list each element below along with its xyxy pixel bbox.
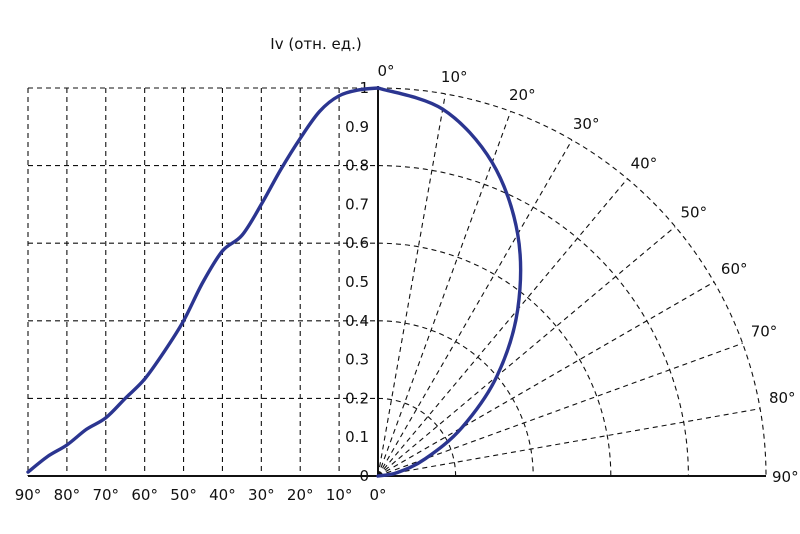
y-tick-label: 0.3 — [345, 351, 369, 369]
polar-angle-label: 90° — [772, 468, 799, 486]
cartesian-curve — [26, 86, 380, 474]
y-tick-label: 0.6 — [345, 234, 369, 252]
polar-grid — [377, 87, 767, 477]
x-tick-label: 0° — [369, 486, 386, 504]
polar-ring — [377, 242, 612, 477]
y-tick-label: 0.7 — [345, 195, 369, 213]
x-tick-label: 60° — [131, 486, 158, 504]
axes — [28, 86, 766, 477]
polar-spoke — [377, 281, 715, 477]
x-tick-label: 40° — [209, 486, 236, 504]
polar-spoke — [377, 408, 761, 477]
polar-angle-label: 20° — [509, 86, 536, 104]
polar-angle-label: 10° — [441, 68, 468, 86]
polar-spoke — [377, 111, 512, 477]
polar-spoke — [377, 93, 446, 477]
polar-spoke — [377, 178, 628, 477]
polar-spoke — [377, 226, 676, 477]
y-tick-label: 0.1 — [345, 428, 369, 446]
polar-ring — [377, 320, 534, 477]
polar-angle-label: 30° — [573, 115, 600, 133]
x-tick-label: 70° — [92, 486, 119, 504]
y-tick-label: 0.4 — [345, 312, 369, 330]
y-tick-label: 0.9 — [345, 118, 369, 136]
y-tick-label: 0.8 — [345, 157, 369, 175]
polar-angle-label: 60° — [721, 260, 748, 278]
x-tick-label: 80° — [54, 486, 81, 504]
polar-spoke — [377, 139, 573, 477]
polar-angle-label: 40° — [631, 155, 658, 173]
y-tick-label: 0 — [359, 467, 369, 485]
x-tick-label: 50° — [170, 486, 197, 504]
polar-angle-label: 50° — [680, 203, 707, 221]
polar-angle-label: 0° — [377, 62, 394, 80]
x-tick-label: 90° — [15, 486, 42, 504]
cartesian-grid — [27, 87, 378, 476]
x-tick-label: 30° — [248, 486, 275, 504]
polar-angle-label: 80° — [769, 389, 796, 407]
polar-spoke — [377, 342, 743, 477]
polar-ring — [377, 87, 767, 477]
y-tick-label: 0.5 — [345, 273, 369, 291]
y-tick-label: 0.2 — [345, 389, 369, 407]
polar-curve — [376, 86, 523, 478]
curves — [26, 86, 523, 478]
polar-ring — [377, 165, 689, 477]
x-tick-label: 20° — [287, 486, 314, 504]
y-axis-title: Iv (отн. ед.) — [270, 35, 361, 53]
polar-angle-label: 70° — [751, 323, 778, 341]
x-tick-label: 10° — [326, 486, 353, 504]
